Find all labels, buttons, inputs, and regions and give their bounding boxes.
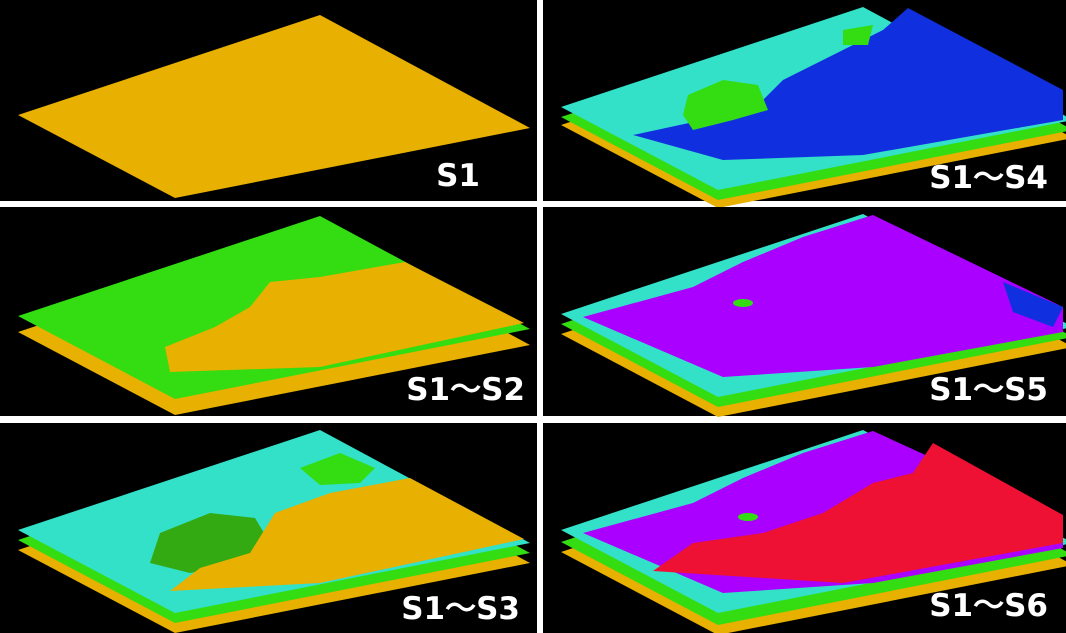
panel-label: S1～S5 (929, 372, 1048, 408)
panel-label: S1～S2 (406, 372, 525, 408)
panel-label: S1 (436, 158, 480, 194)
surface-s2-exposed (738, 513, 758, 521)
panel: S1～S2 (0, 207, 537, 416)
panel-label: S1～S4 (929, 160, 1048, 196)
panel-label: S1～S3 (401, 591, 520, 627)
surface-s2-exposed (733, 299, 753, 307)
panel-label: S1～S6 (929, 588, 1048, 624)
panel: S1～S3 (0, 423, 537, 633)
figure: S1 S1～S2 S1～S3 S1～S4 (0, 0, 1066, 633)
panel: S1～S4 (543, 0, 1066, 208)
panel: S1～S5 (543, 207, 1066, 417)
panel: S1 (0, 0, 537, 201)
panel: S1～S6 (543, 423, 1066, 633)
